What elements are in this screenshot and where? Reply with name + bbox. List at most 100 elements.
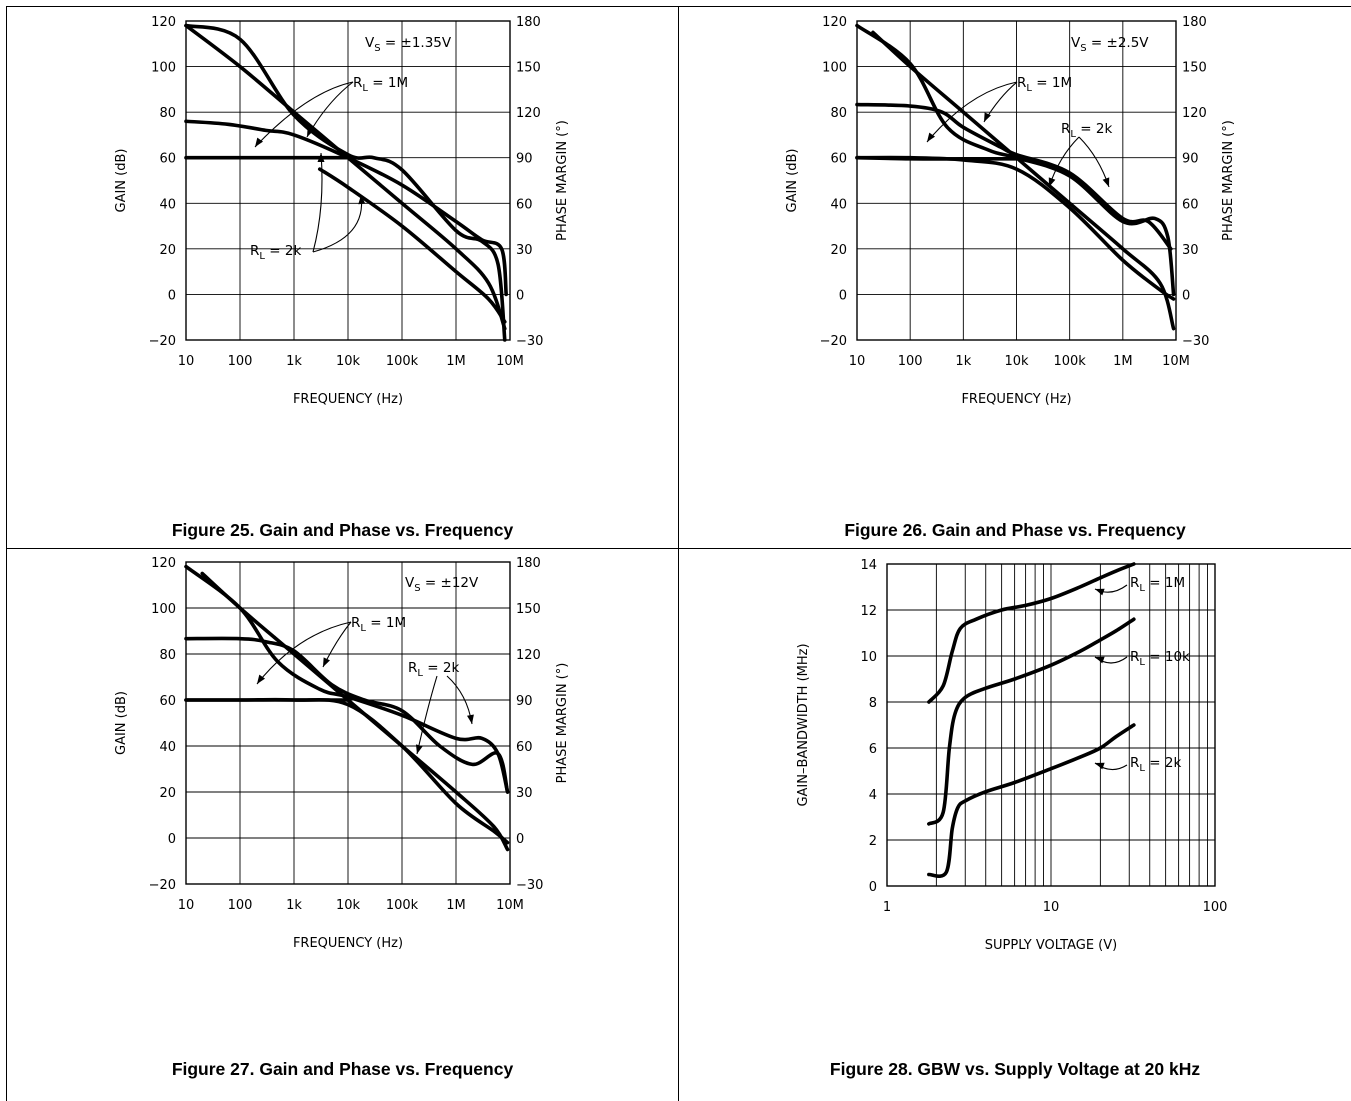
condition-label: VS = ±12V <box>405 575 479 594</box>
x-axis-label: FREQUENCY (Hz) <box>961 392 1071 407</box>
arrow-rl-1m-b-head <box>984 112 991 122</box>
x-tick-label: 10k <box>1004 354 1029 369</box>
x-axis-label: SUPPLY VOLTAGE (V) <box>985 938 1117 953</box>
series-line-1 <box>927 617 1136 826</box>
x-tick-label: 100k <box>386 354 419 369</box>
y-tick-label-left: 0 <box>168 832 176 847</box>
series-line-2 <box>184 23 507 342</box>
y-tick-label-left: 14 <box>860 558 877 573</box>
y-tick-label-right: 120 <box>516 648 541 663</box>
y-tick-label-left: 0 <box>168 288 176 303</box>
y-tick-label-right: −30 <box>1182 334 1209 349</box>
arrow-rl-1m-a-head <box>257 674 266 684</box>
annotation-rl-1m: RL = 1M <box>351 615 406 634</box>
x-tick-label: 1 <box>883 900 891 915</box>
y-axis-label-right: PHASE MARGIN (°) <box>1221 120 1236 241</box>
y-axis-label-left: GAIN–BANDWIDTH (MHz) <box>796 643 811 806</box>
y-tick-label-left: 40 <box>159 197 176 212</box>
arrow-rl-2k-a <box>312 152 323 253</box>
annotation-rl-1m: RL = 1M <box>1017 75 1072 94</box>
arrow-rl-2k-b-head <box>1048 177 1056 187</box>
arrow-rl-10k-head <box>1095 656 1105 664</box>
x-tick-label: 10 <box>178 354 195 369</box>
y-tick-label-left: 0 <box>869 880 877 895</box>
series-line-2 <box>927 723 1136 878</box>
condition-label: VS = ±1.35V <box>365 35 452 54</box>
arrow-rl-2k-a-head <box>317 153 325 162</box>
y-tick-label-left: 80 <box>159 106 176 121</box>
y-axis-label-right: PHASE MARGIN (°) <box>555 120 570 241</box>
figure-26-chart: 120 100 80 60 40 20 0 −20 180 150 120 90 60 30 0 −30 10 1… <box>785 15 1236 407</box>
series-line-3 <box>855 102 1173 251</box>
y-tick-label-right: 0 <box>516 288 524 303</box>
series-line-3 <box>184 119 508 297</box>
arrow-rl-2k-b-head <box>358 195 366 205</box>
y-tick-label-left: 60 <box>159 694 176 709</box>
x-tick-label: 1k <box>286 898 302 913</box>
arrow-rl-1m-b-head <box>323 657 330 667</box>
figure-27-chart: 120 100 80 60 40 20 0 −20 180 150 120 90 60 30 0 −30 10 1… <box>114 556 570 951</box>
y-tick-label-left: −20 <box>820 334 847 349</box>
y-tick-label-right: 120 <box>1182 106 1207 121</box>
y-tick-label-right: 90 <box>516 152 533 167</box>
x-axis-label: FREQUENCY (Hz) <box>293 392 403 407</box>
annotation-rl-2k: RL = 2k <box>1130 755 1181 774</box>
y-tick-label-left: 60 <box>159 152 176 167</box>
y-tick-label-right: 150 <box>1182 61 1207 76</box>
y-tick-label-left: 120 <box>151 556 176 571</box>
y-tick-label-left: 100 <box>151 602 176 617</box>
y-tick-label-left: −20 <box>149 334 176 349</box>
x-tick-label: 1M <box>1113 354 1133 369</box>
y-tick-label-left: 12 <box>860 604 877 619</box>
arrow-rl-2k-head <box>1095 762 1105 770</box>
figure-27-panel: 120 100 80 60 40 20 0 −20 180 150 120 90 60 30 0 −30 10 1… <box>7 549 678 1101</box>
y-tick-label-right: 0 <box>516 832 524 847</box>
x-tick-label: 10M <box>496 354 524 369</box>
series-line-0 <box>927 562 1136 704</box>
plot-frame <box>185 561 511 885</box>
x-tick-label: 10k <box>336 898 361 913</box>
figure-25-panel: 120 100 80 60 40 20 0 −20 180 150 120 90 60 30 0 −30 10 1… <box>7 7 678 548</box>
y-axis-label-left: GAIN (dB) <box>114 691 129 755</box>
y-tick-label-left: 100 <box>822 61 847 76</box>
y-tick-label-left: 2 <box>869 834 877 849</box>
figure-27-caption: Figure 27. Gain and Phase vs. Frequency <box>171 1059 514 1079</box>
figure-25-caption: Figure 25. Gain and Phase vs. Frequency <box>171 520 514 540</box>
x-tick-label: 100 <box>1203 900 1228 915</box>
y-tick-label-right: 60 <box>1182 197 1199 212</box>
x-tick-label: 10k <box>336 354 361 369</box>
annotation-rl-1m: RL = 1M <box>1130 575 1185 594</box>
y-tick-label-left: 20 <box>159 786 176 801</box>
x-tick-label: 100 <box>228 898 253 913</box>
y-tick-label-right: 0 <box>1182 288 1190 303</box>
series-line-0 <box>184 23 507 331</box>
y-tick-label-right: 180 <box>1182 15 1207 30</box>
arrow-rl-2k-a-head <box>1102 177 1110 187</box>
y-tick-label-right: 180 <box>516 15 541 30</box>
figure-26-panel: 120 100 80 60 40 20 0 −20 180 150 120 90 60 30 0 −30 10 1… <box>679 7 1351 548</box>
grid <box>185 20 511 341</box>
y-tick-label-left: 120 <box>822 15 847 30</box>
x-tick-label: 10 <box>849 354 866 369</box>
figure-28-panel: 14 12 10 8 6 4 2 0 1 10 100 SUPPLY VOLTAGE (V) GAIN–… <box>679 549 1351 1101</box>
series-line-2 <box>855 23 1176 297</box>
y-tick-label-right: 120 <box>516 106 541 121</box>
arrow-rl-2k-a-head <box>466 714 474 724</box>
x-tick-label: 10M <box>496 898 524 913</box>
y-tick-label-right: 150 <box>516 61 541 76</box>
plot-frame <box>856 20 1177 341</box>
y-tick-label-left: 40 <box>830 197 847 212</box>
y-tick-label-left: −20 <box>149 878 176 893</box>
series-line-1 <box>317 167 507 324</box>
arrow-rl-1m-a <box>256 621 352 685</box>
x-tick-label: 100 <box>898 354 923 369</box>
figure-25-chart: 120 100 80 60 40 20 0 −20 180 150 120 90 60 30 0 −30 10 1… <box>114 15 570 407</box>
series-line-2 <box>184 564 510 794</box>
y-tick-label-left: 40 <box>159 740 176 755</box>
y-tick-label-right: 60 <box>516 740 533 755</box>
panel-divider-vertical <box>678 6 679 1101</box>
x-tick-label: 100k <box>1053 354 1086 369</box>
y-tick-label-right: 180 <box>516 556 541 571</box>
arrow-rl-1m-a-head <box>927 132 936 142</box>
x-axis-label: FREQUENCY (Hz) <box>293 936 403 951</box>
